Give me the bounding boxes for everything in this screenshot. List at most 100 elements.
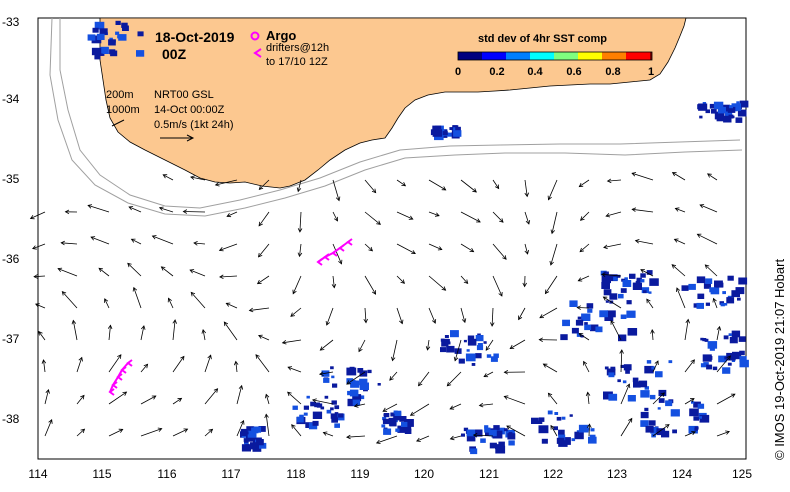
- sst-cell: [739, 356, 747, 362]
- current-vector: [699, 204, 718, 213]
- sst-cell: [623, 364, 632, 371]
- current-vector: [410, 403, 430, 416]
- current-vector: [282, 339, 302, 344]
- drifters-label-2: to 17/10 12Z: [266, 56, 328, 68]
- current-vector-head: [29, 215, 35, 220]
- current-vector: [30, 211, 46, 219]
- sst-cell: [577, 316, 582, 320]
- current-vector: [524, 179, 528, 197]
- current-vector-head: [128, 206, 134, 211]
- sst-cell: [446, 341, 451, 345]
- sst-cell: [697, 293, 705, 299]
- current-vector: [219, 275, 238, 278]
- sst-cell: [367, 369, 372, 374]
- current-vector-head: [375, 439, 381, 444]
- sst-cell: [453, 130, 462, 137]
- current-vector-head: [322, 431, 328, 436]
- sst-cell: [556, 437, 565, 444]
- sst-cell: [347, 398, 357, 407]
- sst-cell: [299, 414, 304, 419]
- drifter-marker: [346, 238, 353, 246]
- current-vector-head: [676, 287, 681, 293]
- sst-cell: [486, 354, 492, 358]
- sst-cell: [404, 419, 414, 427]
- current-vector-head: [333, 216, 338, 222]
- sst-cell: [538, 425, 549, 434]
- sst-cell: [608, 372, 615, 378]
- current-vector: [646, 298, 654, 309]
- current-vector-head: [547, 195, 552, 201]
- sst-cell: [581, 313, 591, 321]
- current-vector: [428, 275, 446, 291]
- current-vector: [140, 325, 145, 341]
- imos-credit: © IMOS 19-Oct-2019 21:07 Hobart: [772, 258, 787, 460]
- current-vector-head: [441, 286, 447, 291]
- current-vector: [140, 364, 148, 373]
- current-vector: [551, 211, 558, 234]
- current-vector: [460, 243, 474, 253]
- current-vector: [104, 298, 110, 309]
- x-tick-label: 119: [350, 467, 370, 481]
- sst-cell: [648, 291, 652, 294]
- current-vector: [428, 179, 446, 191]
- y-tick-label: -38: [2, 412, 20, 426]
- current-vector-head: [183, 428, 189, 433]
- sst-cell: [359, 382, 369, 390]
- current-vector: [152, 235, 174, 245]
- sst-cell: [446, 345, 455, 353]
- sst-cell: [590, 428, 595, 432]
- current-vector-head: [189, 269, 195, 274]
- current-vector-head: [61, 290, 67, 296]
- x-tick-label: 115: [92, 467, 112, 481]
- current-vector-head: [32, 245, 37, 250]
- sst-cell: [727, 275, 734, 281]
- current-vector: [326, 307, 334, 326]
- sst-cell: [383, 428, 392, 435]
- current-vector-head: [525, 220, 531, 225]
- current-vector: [427, 339, 430, 350]
- current-vector-head: [674, 207, 680, 212]
- sst-cell: [330, 413, 338, 419]
- sst-cell: [640, 279, 645, 283]
- sst-cell: [137, 31, 144, 37]
- sst-cell: [561, 416, 566, 420]
- current-vector: [684, 431, 696, 437]
- sst-cell: [729, 105, 733, 109]
- current-vector-head: [699, 204, 705, 209]
- sst-cell: [646, 270, 653, 275]
- sst-cell: [404, 428, 412, 434]
- current-vector-head: [634, 239, 640, 244]
- sst-cell: [738, 280, 743, 284]
- current-vector: [492, 275, 503, 297]
- current-vector: [131, 238, 142, 245]
- sst-cell: [620, 314, 627, 319]
- current-vector: [652, 360, 659, 373]
- sst-cell: [109, 37, 113, 41]
- current-vector-head: [499, 218, 504, 223]
- current-vector: [62, 291, 78, 309]
- sst-cell: [466, 434, 476, 442]
- sst-cell: [508, 440, 515, 446]
- current-vector-head: [335, 196, 341, 202]
- current-vector-head: [264, 413, 269, 419]
- sst-cell: [489, 442, 497, 449]
- current-vector-head: [585, 391, 591, 397]
- sst-cell: [493, 425, 500, 431]
- drifter-marker-icon: [253, 48, 262, 58]
- drifter-marker: [316, 258, 323, 266]
- current-vector-head: [580, 216, 585, 221]
- current-vector-head: [544, 289, 550, 295]
- sst-cell: [346, 378, 354, 384]
- current-vector: [504, 396, 526, 405]
- current-vectors: [29, 172, 736, 444]
- sst-cell: [346, 367, 357, 376]
- current-vector: [358, 339, 366, 352]
- current-vector: [671, 264, 686, 277]
- sst-cell: [352, 394, 362, 402]
- sst-cell: [316, 403, 323, 408]
- current-vector-head: [726, 355, 731, 360]
- current-vector-head: [71, 319, 77, 325]
- sst-cell: [96, 33, 105, 40]
- current-vector-head: [193, 241, 198, 246]
- sst-cell: [713, 101, 724, 110]
